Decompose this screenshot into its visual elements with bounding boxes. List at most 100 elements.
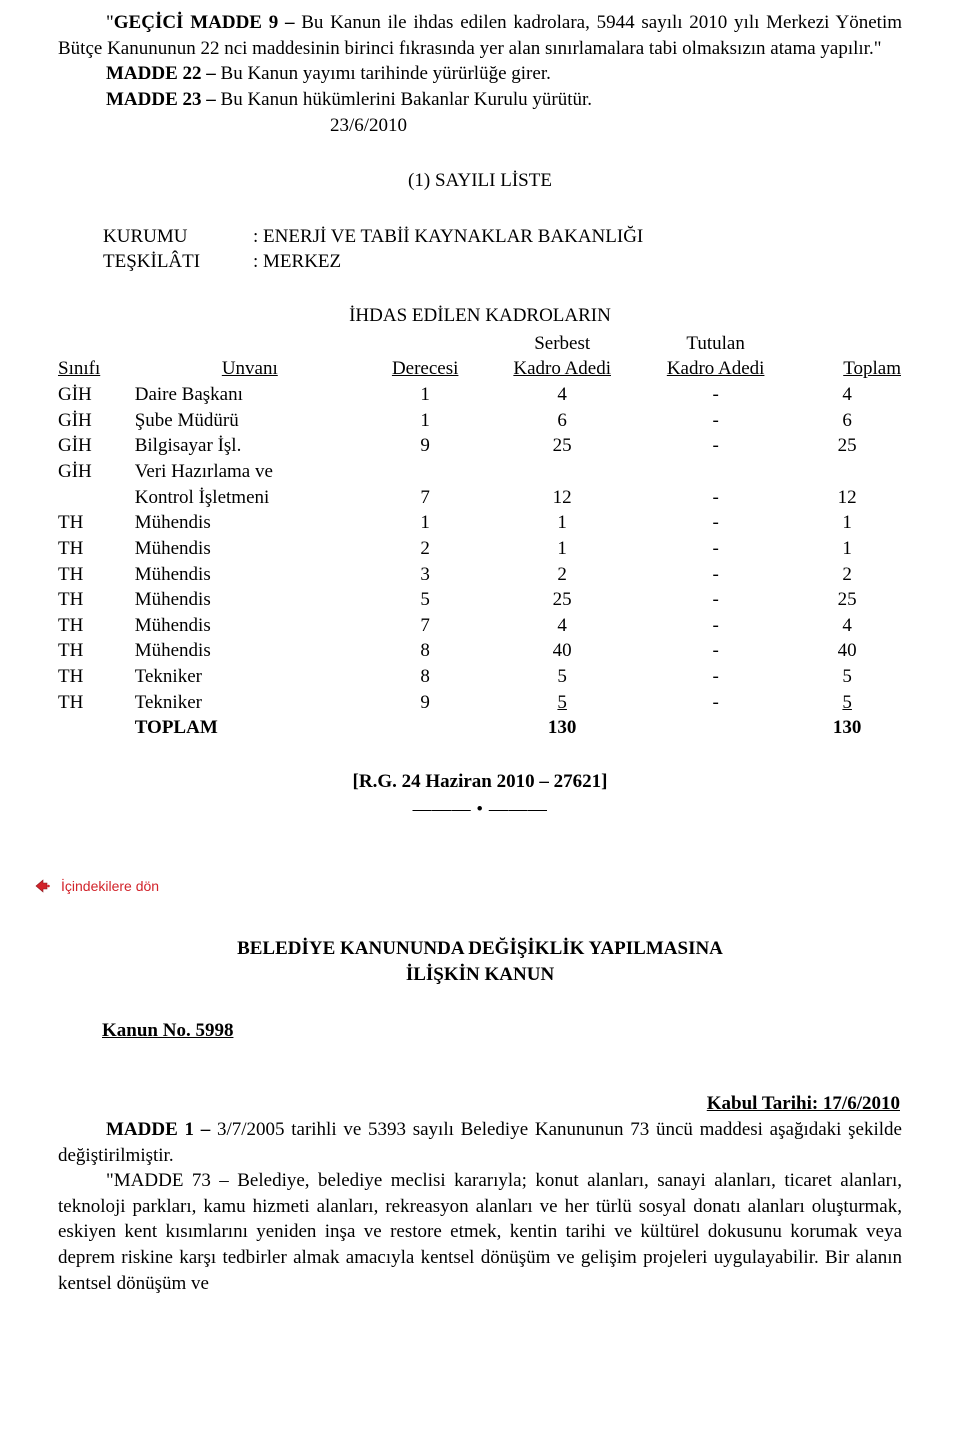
org-row-teskilati: TEŞKİLÂTI : MERKEZ xyxy=(103,249,902,275)
cell-serbest: 12 xyxy=(485,485,638,511)
section2-title-line2: İLİŞKİN KANUN xyxy=(58,962,902,988)
cell-serbest: 2 xyxy=(485,562,638,588)
table-row: THMühendis32-2 xyxy=(58,562,902,588)
table-row-total: TOPLAM130130 xyxy=(58,715,902,741)
cell-sinif xyxy=(58,485,135,511)
cell-sinif: TH xyxy=(58,613,135,639)
cell-tutulan: - xyxy=(639,587,792,613)
cell-serbest: 1 xyxy=(485,510,638,536)
cell-unvan: Mühendis xyxy=(135,562,365,588)
cell-derece: 1 xyxy=(365,408,486,434)
cell-derece: 2 xyxy=(365,536,486,562)
table-row: THMühendis11-1 xyxy=(58,510,902,536)
cell-sinif: TH xyxy=(58,664,135,690)
table-row: THMühendis21-1 xyxy=(58,536,902,562)
cell-unvan: Mühendis xyxy=(135,613,365,639)
cell-total-serbest: 130 xyxy=(485,715,638,741)
cell-unvan: Bilgisayar İşl. xyxy=(135,433,365,459)
cell-tutulan: - xyxy=(639,638,792,664)
hdr-tutulan-upper: Tutulan xyxy=(639,331,792,357)
para-madde-73-quote: "MADDE 73 – Belediye, belediye meclisi k… xyxy=(58,1168,902,1296)
table-row: GİHVeri Hazırlama ve xyxy=(58,459,902,485)
cell-serbest: 25 xyxy=(485,587,638,613)
kadro-table: Serbest Tutulan Sınıfı Unvanı Derecesi K… xyxy=(58,331,902,741)
cell-toplam: 1 xyxy=(792,510,902,536)
cell-derece: 9 xyxy=(365,433,486,459)
back-link[interactable]: İçindekilere dön xyxy=(61,877,159,896)
hdr-tutulan: Kadro Adedi xyxy=(639,356,792,382)
kadro-table-title: İHDAS EDİLEN KADROLARIN xyxy=(58,303,902,329)
cell-derece: 9 xyxy=(365,690,486,716)
cell-unvan: Kontrol İşletmeni xyxy=(135,485,365,511)
table-row: Kontrol İşletmeni712-12 xyxy=(58,485,902,511)
cell-unvan: Mühendis xyxy=(135,510,365,536)
text: Bu Kanun yayımı tarihinde yürürlüğe gire… xyxy=(221,63,551,84)
cell-unvan: Tekniker xyxy=(135,690,365,716)
para-madde-22: MADDE 22 – Bu Kanun yayımı tarihinde yür… xyxy=(58,61,902,87)
bold-heading: MADDE 23 – xyxy=(106,89,221,110)
cell-sinif: GİH xyxy=(58,382,135,408)
para-madde-1: MADDE 1 – 3/7/2005 tarihli ve 5393 sayıl… xyxy=(58,1117,902,1168)
cell-tutulan: - xyxy=(639,433,792,459)
org-value: : MERKEZ xyxy=(253,249,341,275)
back-link-row[interactable]: İçindekilere dön xyxy=(33,876,902,896)
cell-sinif: TH xyxy=(58,690,135,716)
cell-unvan: Tekniker xyxy=(135,664,365,690)
cell-tutulan: - xyxy=(639,613,792,639)
cell-unvan: Şube Müdürü xyxy=(135,408,365,434)
kabul-tarihi: Kabul Tarihi: 17/6/2010 xyxy=(58,1091,902,1117)
cell-unvan: Mühendis xyxy=(135,638,365,664)
org-row-kurumu: KURUMU : ENERJİ VE TABİİ KAYNAKLAR BAKAN… xyxy=(103,224,902,250)
cell-sinif: GİH xyxy=(58,408,135,434)
cell-unvan: Mühendis xyxy=(135,587,365,613)
cell-tutulan xyxy=(639,459,792,485)
cell-toplam: 25 xyxy=(792,587,902,613)
cell-total-toplam: 130 xyxy=(792,715,902,741)
hdr-unvan: Unvanı xyxy=(135,356,365,382)
cell-toplam: 5 xyxy=(792,664,902,690)
table-row: THMühendis840-40 xyxy=(58,638,902,664)
cell-derece: 3 xyxy=(365,562,486,588)
table-row: THMühendis525-25 xyxy=(58,587,902,613)
cell-toplam: 4 xyxy=(792,382,902,408)
cell-serbest xyxy=(485,459,638,485)
cell-serbest: 5 xyxy=(485,664,638,690)
cell-derece: 1 xyxy=(365,382,486,408)
divider: ——— • ——— xyxy=(58,797,902,823)
org-value: : ENERJİ VE TABİİ KAYNAKLAR BAKANLIĞI xyxy=(253,224,643,250)
cell-serbest: 1 xyxy=(485,536,638,562)
cell-sinif: GİH xyxy=(58,459,135,485)
hdr-serbest: Kadro Adedi xyxy=(485,356,638,382)
hdr-serbest-upper: Serbest xyxy=(485,331,638,357)
cell-unvan: Daire Başkanı xyxy=(135,382,365,408)
cell-toplam: 25 xyxy=(792,433,902,459)
table-row: THMühendis74-4 xyxy=(58,613,902,639)
table-header-lower: Sınıfı Unvanı Derecesi Kadro Adedi Kadro… xyxy=(58,356,902,382)
hdr-sinif: Sınıfı xyxy=(58,356,135,382)
cell-toplam: 6 xyxy=(792,408,902,434)
cell-toplam: 1 xyxy=(792,536,902,562)
cell-derece: 7 xyxy=(365,485,486,511)
para-gecici-madde-9: "GEÇİCİ MADDE 9 – Bu Kanun ile ihdas edi… xyxy=(58,10,902,61)
cell-toplam: 40 xyxy=(792,638,902,664)
cell-sinif: TH xyxy=(58,562,135,588)
cell-unvan: Veri Hazırlama ve xyxy=(135,459,365,485)
hdr-toplam: Toplam xyxy=(792,356,902,382)
cell-toplam: 5 xyxy=(792,690,902,716)
table-row: GİHDaire Başkanı14-4 xyxy=(58,382,902,408)
cell-sinif: GİH xyxy=(58,433,135,459)
cell-tutulan: - xyxy=(639,536,792,562)
cell-tutulan: - xyxy=(639,664,792,690)
cell-sinif: TH xyxy=(58,638,135,664)
reference-line: [R.G. 24 Haziran 2010 – 27621] xyxy=(58,769,902,795)
bold-heading: GEÇİCİ MADDE 9 – xyxy=(114,12,301,33)
cell-serbest: 40 xyxy=(485,638,638,664)
cell-serbest: 4 xyxy=(485,613,638,639)
open-quote: " xyxy=(106,12,114,33)
cell-tutulan: - xyxy=(639,485,792,511)
bold-heading: MADDE 1 – xyxy=(106,1119,217,1140)
para-madde-23: MADDE 23 – Bu Kanun hükümlerini Bakanlar… xyxy=(58,87,902,113)
cell-serbest: 4 xyxy=(485,382,638,408)
cell-tutulan: - xyxy=(639,510,792,536)
cell-derece: 1 xyxy=(365,510,486,536)
